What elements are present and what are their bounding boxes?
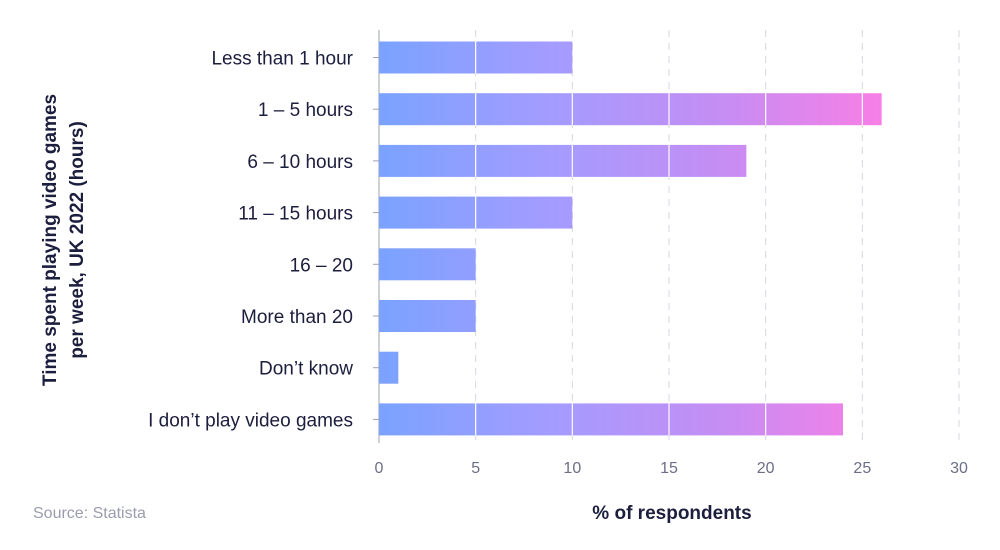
x-tick-labels: 0 5 10 15 20 25 30	[375, 460, 968, 477]
category-label: 11 – 15 hours	[238, 204, 353, 225]
x-tick-label: 25	[853, 460, 871, 477]
category-label: 1 – 5 hours	[258, 100, 353, 121]
category-label: I don’t play video games	[148, 410, 353, 431]
bar	[379, 300, 476, 332]
bars	[379, 41, 882, 436]
y-axis-title-line: per week, UK 2022 (hours)	[67, 121, 88, 359]
gridlines	[373, 30, 960, 443]
x-axis-title: % of respondents	[592, 503, 751, 524]
x-tick-label: 15	[660, 460, 678, 477]
bar	[379, 351, 399, 384]
bar	[379, 403, 843, 436]
category-label: 6 – 10 hours	[247, 152, 353, 173]
x-tick-label: 30	[950, 460, 968, 477]
category-label: 16 – 20	[290, 255, 353, 276]
bar	[379, 248, 476, 281]
x-tick-label: 5	[471, 460, 480, 477]
x-tick-label: 10	[563, 460, 581, 477]
y-axis-title: Time spent playing video games per week, …	[40, 94, 88, 386]
y-axis-title-line: Time spent playing video games	[40, 94, 61, 386]
source-note: Source: Statista	[33, 505, 146, 522]
x-tick-label: 20	[757, 460, 775, 477]
category-labels: Less than 1 hour 1 – 5 hours 6 – 10 hours 1…	[148, 49, 354, 432]
category-label: More than 20	[241, 307, 353, 328]
category-label: Don’t know	[259, 359, 353, 380]
category-label: Less than 1 hour	[211, 49, 353, 70]
x-tick-label: 0	[375, 460, 384, 477]
bar	[379, 93, 882, 126]
bar	[379, 144, 747, 177]
